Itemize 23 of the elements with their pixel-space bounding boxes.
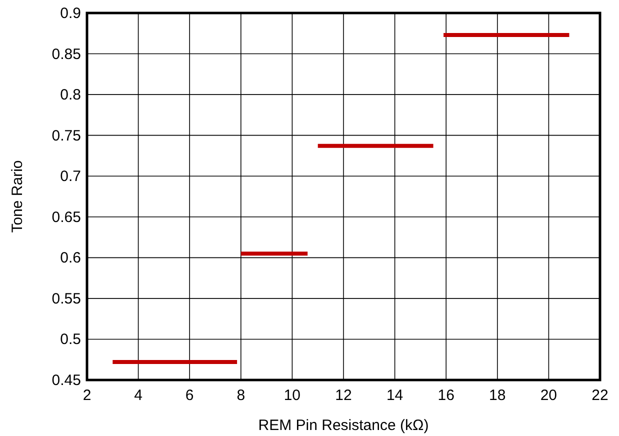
y-tick-label: 0.8 <box>60 86 81 104</box>
x-tick-label: 4 <box>134 387 142 404</box>
x-tick-label: 14 <box>386 387 404 404</box>
y-tick-label: 0.85 <box>52 46 81 63</box>
x-tick-label: 20 <box>540 387 558 404</box>
x-tick-label: 16 <box>438 387 454 404</box>
y-tick-label: 0.55 <box>52 290 81 308</box>
y-axis-title: Tone Rario <box>9 160 26 233</box>
y-tick-label: 0.65 <box>52 208 81 226</box>
y-tick-label: 0.75 <box>52 127 81 144</box>
x-tick-label: 12 <box>335 387 352 404</box>
y-tick-label: 0.6 <box>60 250 81 267</box>
x-tick-label: 2 <box>82 387 92 404</box>
x-tick-label: 18 <box>489 387 506 404</box>
y-tick-label: 0.45 <box>52 372 81 389</box>
y-tick-label: 0.9 <box>60 5 81 22</box>
x-tick-label: 10 <box>284 387 301 404</box>
y-tick-label: 0.5 <box>60 331 81 348</box>
y-tick-label: 0.7 <box>60 168 81 186</box>
x-axis-title: REM Pin Resistance (kΩ) <box>258 417 429 434</box>
x-tick-label: 8 <box>236 387 246 404</box>
x-tick-label: 22 <box>592 387 608 404</box>
x-tick-label: 6 <box>185 387 194 404</box>
